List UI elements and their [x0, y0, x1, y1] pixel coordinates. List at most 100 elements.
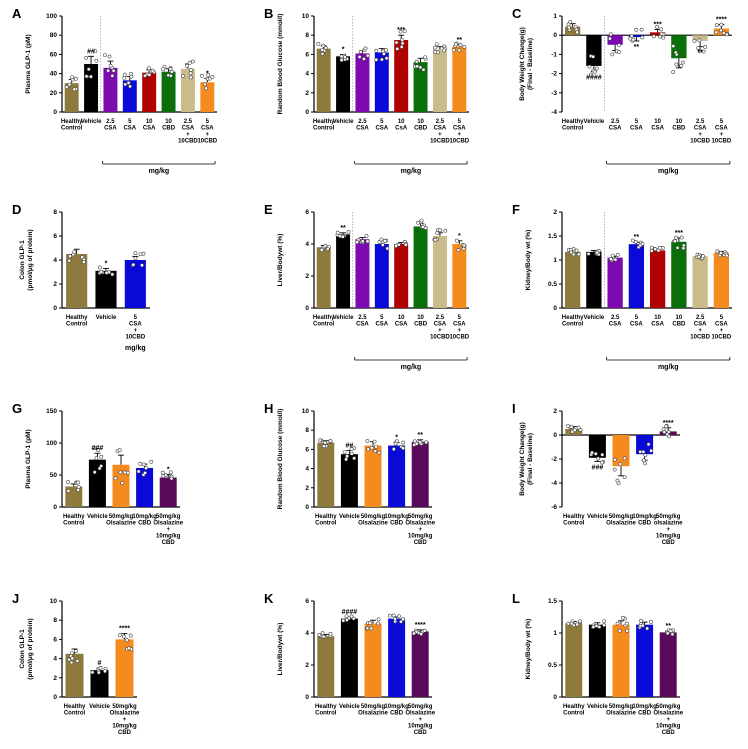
- category-label-line: CSA: [453, 322, 466, 328]
- data-point: [434, 42, 439, 47]
- significance-mark: **: [634, 44, 640, 51]
- y-axis-label-line: Plasma GLP-1 (pM): [25, 34, 32, 93]
- significance-mark: **: [457, 37, 463, 44]
- category-label-line: CBD: [118, 730, 132, 736]
- data-point: [325, 247, 330, 251]
- data-point: [120, 481, 125, 485]
- bar: [340, 618, 358, 697]
- significance-mark: ####: [342, 609, 358, 616]
- y-tick-label: -3: [551, 90, 557, 97]
- data-point: [393, 441, 398, 446]
- data-point: [643, 461, 647, 466]
- y-tick-label: 4: [305, 466, 309, 473]
- category-label-line: CBD: [662, 540, 676, 546]
- category-label-line: CBD: [390, 711, 404, 717]
- category-label-line: Olsalazine: [606, 521, 636, 527]
- y-tick-label: 8: [53, 209, 57, 216]
- data-point: [639, 618, 643, 623]
- bar: [588, 624, 606, 697]
- data-point: [129, 74, 134, 79]
- panel-letter: F: [512, 202, 520, 217]
- category-label-line: 10: [676, 315, 683, 321]
- bar: [364, 445, 382, 507]
- data-point: [199, 73, 204, 78]
- category-label-line: 50mg/kg: [656, 704, 681, 710]
- category-label-line: CBD: [672, 322, 686, 328]
- data-point: [419, 218, 424, 223]
- category-label-line: Vehicle: [584, 315, 605, 321]
- bar: [586, 35, 602, 66]
- data-point: [643, 453, 648, 458]
- category-label: 2.5 CSA +10CBD: [690, 315, 710, 341]
- data-point: [640, 623, 645, 628]
- data-point: [366, 447, 371, 452]
- category-label: 10 CSA: [651, 119, 664, 132]
- category-label-line: CSA: [129, 322, 142, 328]
- category-label-line: 10mg/kg: [408, 534, 433, 540]
- category-label-line: 10CBD: [197, 139, 217, 145]
- significance-mark: *: [458, 233, 461, 240]
- category-label-line: 10mg/kg: [132, 514, 157, 520]
- data-point: [451, 48, 456, 53]
- data-point: [86, 67, 91, 72]
- bar: [659, 632, 677, 697]
- data-point: [661, 427, 666, 432]
- data-point: [596, 456, 601, 461]
- data-point: [123, 82, 128, 87]
- category-label-line: Vehicle: [87, 514, 108, 520]
- bar: [388, 445, 406, 507]
- data-point: [569, 621, 574, 626]
- category-label-line: +: [698, 328, 702, 334]
- data-point: [362, 56, 366, 61]
- category-label: Healthy Control: [562, 119, 584, 132]
- data-point: [453, 42, 458, 47]
- category-label-line: CSA: [356, 322, 369, 328]
- data-point: [610, 253, 615, 258]
- data-point: [435, 231, 440, 235]
- y-axis-label: Colon GLP-1(pmol/μg of protein): [19, 229, 34, 290]
- data-point: [659, 27, 663, 32]
- data-point: [384, 48, 388, 52]
- significance-mark: ****: [119, 626, 130, 633]
- bar: [411, 441, 429, 507]
- category-label-line: +: [418, 527, 422, 533]
- data-point: [66, 489, 71, 493]
- data-point: [568, 20, 573, 24]
- y-axis-label: Kidney/Body wt (%): [525, 230, 532, 291]
- category-label-line: Olsalazine: [153, 521, 183, 527]
- data-point: [104, 270, 109, 275]
- data-point: [344, 457, 349, 462]
- data-point: [668, 629, 673, 634]
- significance-mark: **: [634, 234, 640, 241]
- category-label: 2.5 CSA: [609, 315, 622, 328]
- panel-d: D 0 2 4 6 8 Colon GLP-1(pmol/μg of protein) Hea…: [12, 202, 150, 352]
- category-label-line: 50mg/kg: [609, 704, 634, 710]
- category-label-line: 10mg/kg: [632, 514, 657, 520]
- significance-mark: #: [98, 660, 102, 667]
- data-point: [342, 55, 347, 59]
- data-point: [398, 29, 403, 34]
- category-label-line: CSA: [143, 126, 156, 132]
- data-point: [574, 248, 579, 253]
- data-point: [608, 36, 612, 41]
- data-point: [340, 234, 345, 239]
- category-label: 5 CSA +10CBD: [712, 119, 732, 145]
- data-point: [641, 458, 646, 463]
- category-label-line: 10mg/kg: [656, 724, 681, 730]
- bar: [394, 244, 409, 308]
- data-point: [376, 617, 381, 622]
- category-label-line: Olsalazine: [110, 711, 140, 717]
- category-label-line: CSA: [104, 126, 117, 132]
- data-point: [64, 85, 69, 89]
- data-point: [96, 448, 100, 452]
- data-point: [415, 64, 420, 69]
- y-tick-label: 6: [305, 209, 309, 216]
- category-label-line: 2.5: [106, 119, 115, 125]
- category-label-line: 50mg/kg: [408, 514, 433, 520]
- data-point: [575, 30, 580, 35]
- category-label-line: +: [720, 132, 724, 138]
- category-label-line: Olsalazine: [358, 711, 388, 717]
- data-point: [633, 240, 638, 244]
- data-point: [402, 29, 407, 33]
- data-point: [665, 631, 670, 636]
